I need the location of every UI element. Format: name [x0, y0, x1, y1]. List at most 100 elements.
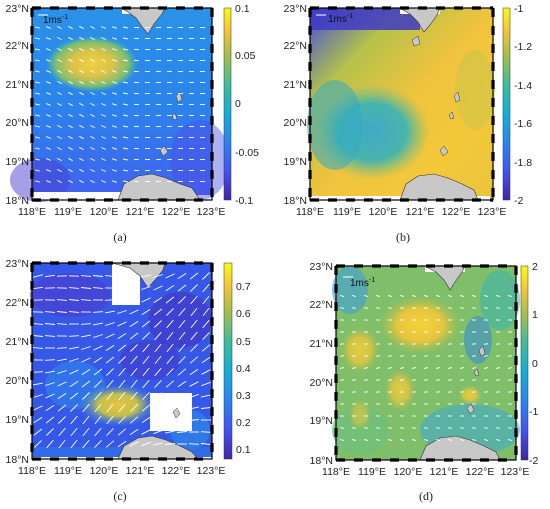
panel-d-colorbar: 2 1 0 -1 -2 — [520, 261, 538, 467]
vector-arrow — [79, 25, 84, 30]
y-tick: 19°N — [310, 415, 333, 427]
vector-arrow — [459, 439, 465, 441]
colorbar-tick: 0.6 — [236, 308, 251, 320]
vector-arrow — [178, 343, 186, 353]
vector-arrow — [411, 439, 417, 441]
vector-arrow — [68, 36, 73, 41]
vector-arrow — [70, 427, 78, 437]
colorbar-tick: -2 — [529, 455, 538, 467]
vector-arrow — [44, 311, 56, 313]
vector-arrow — [93, 345, 103, 351]
vector-arrow — [339, 379, 345, 381]
vector-arrow — [375, 439, 381, 441]
vector-arrow — [507, 355, 513, 357]
vector-arrow — [58, 439, 66, 449]
vector-arrow — [178, 319, 186, 329]
vector-arrow — [68, 124, 73, 129]
vector-arrow — [33, 416, 43, 424]
vector-arrow — [81, 380, 91, 388]
vector-arrow — [94, 427, 102, 437]
y-tick: 18°N — [284, 195, 307, 207]
vector-arrow — [101, 70, 106, 73]
vector-arrow — [46, 180, 51, 183]
vector-arrow — [79, 102, 84, 107]
vector-arrow — [104, 275, 116, 277]
vector-arrow — [45, 382, 55, 386]
vector-arrow — [363, 379, 369, 381]
colorbar-tick: 0.3 — [236, 390, 251, 402]
colorbar-tick: 0.1 — [236, 444, 251, 456]
colorbar-tick: 0.7 — [236, 281, 251, 293]
vector-arrow — [471, 307, 477, 309]
vector-arrow — [387, 367, 393, 369]
vector-arrow — [123, 114, 128, 117]
vector-arrow — [141, 404, 151, 412]
vector-arrow — [118, 403, 126, 413]
vector-arrow — [130, 367, 138, 377]
vector-arrow — [178, 356, 186, 364]
vector-arrow — [189, 272, 199, 280]
vector-arrow — [117, 298, 127, 302]
vector-arrow — [141, 441, 151, 447]
vector-arrow — [57, 168, 62, 173]
vector-arrow — [69, 346, 79, 350]
vector-arrow — [459, 307, 465, 309]
vector-arrow — [68, 47, 73, 52]
panel-b-dashed-border — [308, 6, 495, 202]
vector-arrow — [118, 391, 126, 401]
vector-arrow — [34, 92, 41, 95]
vector-arrow — [387, 427, 393, 429]
vector-arrow — [68, 25, 73, 30]
svg-text:1ms-1: 1ms-1 — [43, 14, 68, 26]
vector-arrow — [141, 416, 151, 424]
vector-arrow — [495, 307, 501, 309]
vector-arrow — [46, 37, 51, 40]
vector-arrow — [459, 379, 465, 381]
vector-arrow — [32, 323, 44, 325]
x-tick: 119°E — [54, 206, 82, 218]
vector-arrow — [33, 382, 43, 386]
vector-arrow — [94, 380, 102, 388]
vector-arrow — [46, 92, 51, 95]
vector-arrow — [201, 344, 211, 352]
vector-arrow — [423, 379, 429, 381]
vector-arrow — [68, 168, 73, 173]
vector-arrow — [101, 26, 106, 29]
vector-arrow — [141, 274, 151, 278]
vector-arrow — [101, 169, 106, 172]
vector-arrow — [166, 355, 174, 365]
vector-arrow — [81, 334, 91, 338]
vector-arrow — [68, 91, 73, 96]
vector-arrow — [153, 308, 163, 316]
vector-arrow — [90, 146, 95, 151]
vector-arrow — [141, 308, 151, 316]
vector-arrow — [423, 427, 429, 429]
vector-arrow — [459, 367, 465, 369]
vector-arrow — [68, 69, 73, 74]
vector-arrow — [387, 307, 393, 309]
vector-arrow — [202, 332, 210, 340]
vector-arrow — [80, 299, 92, 301]
vector-arrow — [34, 70, 41, 73]
panel-c: 23°N 22°N 21°N 20°N 19°N 18°N 118°E 119°… — [6, 258, 251, 503]
vector-arrow — [129, 416, 139, 424]
panel-c-vector-field — [32, 272, 212, 449]
vector-arrow — [435, 367, 441, 369]
colorbar-tick: 0 — [235, 98, 241, 110]
vector-arrow — [411, 295, 417, 297]
vector-arrow — [68, 135, 73, 140]
vector-arrow — [142, 343, 150, 353]
y-tick: 19°N — [284, 156, 307, 168]
vector-arrow — [34, 48, 41, 51]
x-tick: 118°E — [322, 466, 350, 478]
vector-arrow — [177, 393, 187, 399]
vector-arrow — [447, 307, 453, 309]
vector-arrow — [399, 307, 405, 309]
panel-b-x-axis: 118°E 119°E 120°E 121°E 122°E 123°E — [296, 206, 506, 218]
vector-arrow — [201, 381, 211, 387]
vector-arrow — [70, 439, 78, 449]
x-tick: 118°E — [296, 206, 324, 218]
panel-b-colorbar: -1 -1.2 -1.4 -1.6 -1.8 -2 — [502, 3, 532, 207]
x-tick: 120°E — [90, 206, 119, 218]
vector-arrow — [57, 157, 62, 162]
